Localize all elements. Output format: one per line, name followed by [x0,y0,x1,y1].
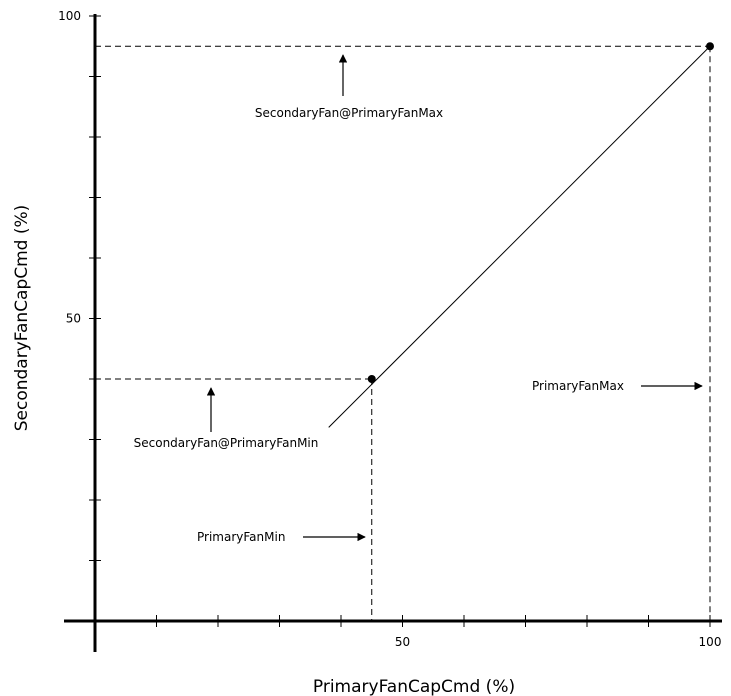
series-line-group [328,45,711,428]
annotation-label-prim-min: PrimaryFanMin [197,530,285,544]
y-axis-title: SecondaryFanCapCmd (%) [12,205,32,432]
x-tick-label-50: 50 [395,635,410,649]
annotation-arrows [206,54,703,542]
labels: 50 100 50 100 SecondaryFan@PrimaryFanMax Seco… [12,9,721,696]
x-axis-title: PrimaryFanCapCmd (%) [313,677,515,696]
data-point-0 [367,375,376,383]
axis-ticks [89,15,711,627]
y-tick-label-50: 50 [66,312,81,326]
series-line [328,45,711,428]
guide-lines [95,45,711,621]
x-tick-label-100: 100 [699,635,722,649]
annotation-label-sec-max: SecondaryFan@PrimaryFanMax [255,106,443,120]
data-points [367,42,714,383]
y-tick-label-100: 100 [58,9,81,23]
data-point-1 [706,42,714,51]
annotation-label-prim-max: PrimaryFanMax [532,379,624,393]
annotation-label-sec-min: SecondaryFan@PrimaryFanMin [134,436,319,450]
axes [64,14,722,652]
